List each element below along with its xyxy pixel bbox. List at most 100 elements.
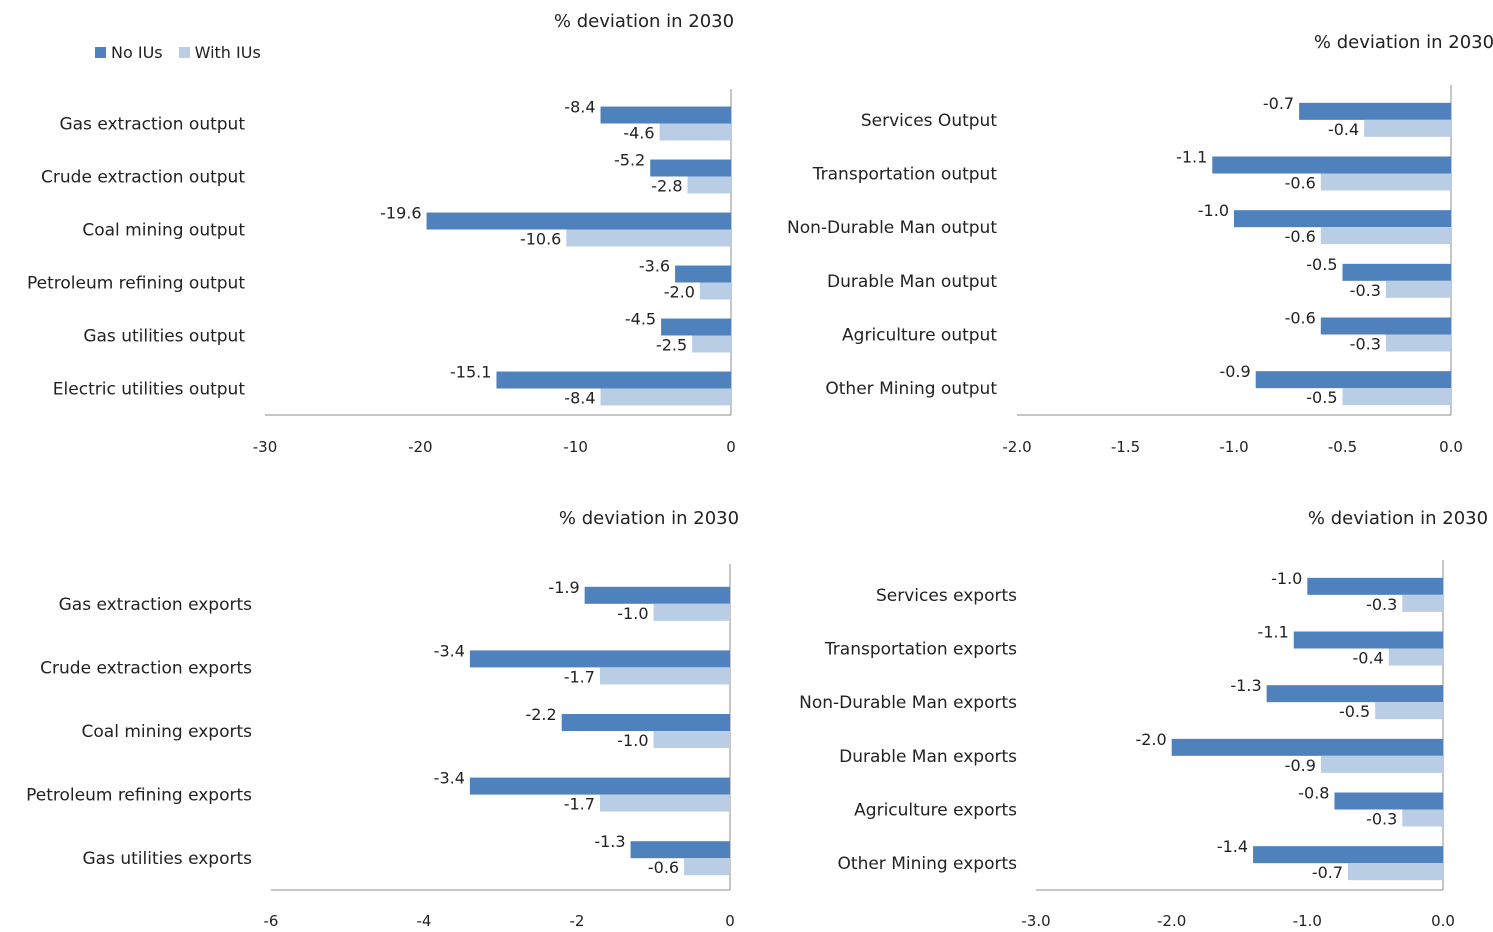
bar-with-ius	[1320, 227, 1451, 245]
legend-item-with-ius: With IUs	[178, 43, 261, 62]
data-label-with-ius: -0.7	[1312, 863, 1343, 882]
category-label: Non-Durable Man exports	[799, 693, 1017, 713]
bar-with-ius	[653, 603, 730, 621]
data-label-no-ius: -0.6	[1285, 309, 1316, 328]
bar-with-ius	[599, 794, 730, 812]
chart-legend: No IUs With IUs	[95, 43, 261, 62]
legend-swatch-with-ius	[178, 47, 190, 58]
data-label-with-ius: -2.8	[651, 176, 682, 195]
category-label: Petroleum refining output	[27, 274, 245, 294]
x-tick-label: -4	[417, 912, 432, 930]
x-tick-label: -2.0	[1157, 912, 1186, 930]
x-tick-label: -2.0	[1002, 438, 1031, 456]
bar-no-ius	[1255, 371, 1451, 389]
category-label: Gas extraction output	[59, 115, 245, 135]
bar-with-ius	[1320, 173, 1451, 191]
data-label-no-ius: -1.0	[1271, 569, 1302, 588]
x-tick-label: 0.0	[1431, 912, 1455, 930]
data-label-with-ius: -2.5	[656, 335, 687, 354]
legend-item-no-ius: No IUs	[95, 43, 163, 62]
category-label: Agriculture exports	[854, 801, 1017, 821]
data-label-with-ius: -2.0	[664, 282, 695, 301]
legend-label-with-ius: With IUs	[194, 43, 261, 62]
category-label: Other Mining output	[825, 379, 997, 399]
data-label-with-ius: -0.3	[1366, 810, 1397, 829]
bar-with-ius	[1364, 119, 1451, 137]
category-label: Agriculture output	[842, 326, 997, 346]
chart-4: % deviation in 2030 -3.0 -2.0 -1.0 0.0 Servic…	[799, 508, 1488, 930]
data-label-with-ius: -0.9	[1285, 756, 1316, 775]
bar-no-ius	[675, 265, 731, 283]
category-label: Services exports	[876, 586, 1017, 606]
bar-no-ius	[469, 777, 730, 795]
bar-no-ius	[1334, 792, 1443, 810]
data-label-no-ius: -1.1	[1176, 148, 1207, 167]
bar-no-ius	[630, 841, 730, 859]
x-tick-label: 0	[726, 438, 736, 456]
data-label-with-ius: -1.7	[564, 667, 595, 686]
bar-with-ius	[659, 123, 731, 141]
category-label: Crude extraction exports	[40, 658, 252, 678]
data-label-no-ius: -8.4	[564, 98, 595, 117]
data-label-no-ius: -1.1	[1258, 623, 1289, 642]
chart-title: % deviation in 2030	[1314, 32, 1493, 53]
data-label-no-ius: -1.3	[1230, 676, 1261, 695]
data-label-no-ius: -0.7	[1263, 94, 1294, 113]
chart-title: % deviation in 2030	[559, 508, 739, 529]
bar-with-ius	[566, 229, 731, 247]
category-label: Electric utilities output	[53, 380, 246, 400]
data-label-no-ius: -0.9	[1219, 362, 1250, 381]
x-tick-label: -6	[264, 912, 279, 930]
data-label-with-ius: -1.0	[617, 731, 648, 750]
category-label: Crude extraction output	[41, 168, 245, 188]
chart-2: % deviation in 2030 -2.0 -1.5 -1.0 -0.5 0.0 Se…	[787, 32, 1493, 456]
bar-with-ius	[1388, 648, 1443, 666]
category-label: Gas utilities output	[83, 327, 245, 347]
category-label: Coal mining exports	[82, 722, 253, 742]
bar-no-ius	[584, 586, 730, 604]
bar-no-ius	[469, 650, 730, 668]
data-label-no-ius: -3.4	[434, 769, 465, 788]
category-label: Durable Man exports	[839, 747, 1017, 767]
bar-with-ius	[599, 667, 730, 685]
data-label-no-ius: -0.8	[1298, 784, 1329, 803]
bar-no-ius	[1234, 210, 1451, 228]
category-label: Gas utilities exports	[83, 849, 253, 869]
category-label: Gas extraction exports	[59, 595, 253, 615]
bar-no-ius	[1299, 102, 1451, 120]
bar-no-ius	[661, 318, 731, 336]
bar-no-ius	[1171, 738, 1443, 756]
legend-swatch-no-ius	[95, 47, 106, 58]
x-tick-label: -20	[408, 438, 433, 456]
bar-with-ius	[687, 176, 731, 194]
bar-with-ius	[1348, 863, 1443, 881]
x-tick-label: 0.0	[1439, 438, 1463, 456]
x-tick-label: -1.0	[1293, 912, 1322, 930]
data-label-with-ius: -0.6	[1285, 227, 1316, 246]
bar-no-ius	[1307, 577, 1443, 595]
category-label: Coal mining output	[82, 221, 245, 241]
bar-with-ius	[1342, 388, 1451, 406]
data-label-no-ius: -5.2	[614, 151, 645, 170]
bar-with-ius	[1320, 755, 1443, 773]
legend-label-no-ius: No IUs	[111, 43, 163, 62]
data-label-no-ius: -2.0	[1135, 730, 1166, 749]
bar-with-ius	[1385, 334, 1451, 352]
x-tick-label: -2	[570, 912, 585, 930]
data-label-with-ius: -0.4	[1353, 649, 1384, 668]
bar-no-ius	[1342, 263, 1451, 281]
data-label-with-ius: -0.4	[1328, 120, 1359, 139]
bar-with-ius	[1385, 280, 1451, 298]
data-label-no-ius: -1.4	[1217, 837, 1248, 856]
category-label: Transportation output	[812, 165, 998, 185]
category-label: Transportation exports	[824, 640, 1017, 660]
bar-with-ius	[600, 388, 731, 406]
data-label-with-ius: -0.6	[1285, 174, 1316, 193]
data-label-no-ius: -1.3	[594, 832, 625, 851]
data-label-no-ius: -2.2	[525, 705, 556, 724]
data-label-with-ius: -0.5	[1306, 388, 1337, 407]
bar-no-ius	[1253, 846, 1443, 864]
bar-no-ius	[1320, 317, 1451, 335]
category-label: Services Output	[861, 111, 997, 131]
x-tick-label: -1.0	[1219, 438, 1248, 456]
